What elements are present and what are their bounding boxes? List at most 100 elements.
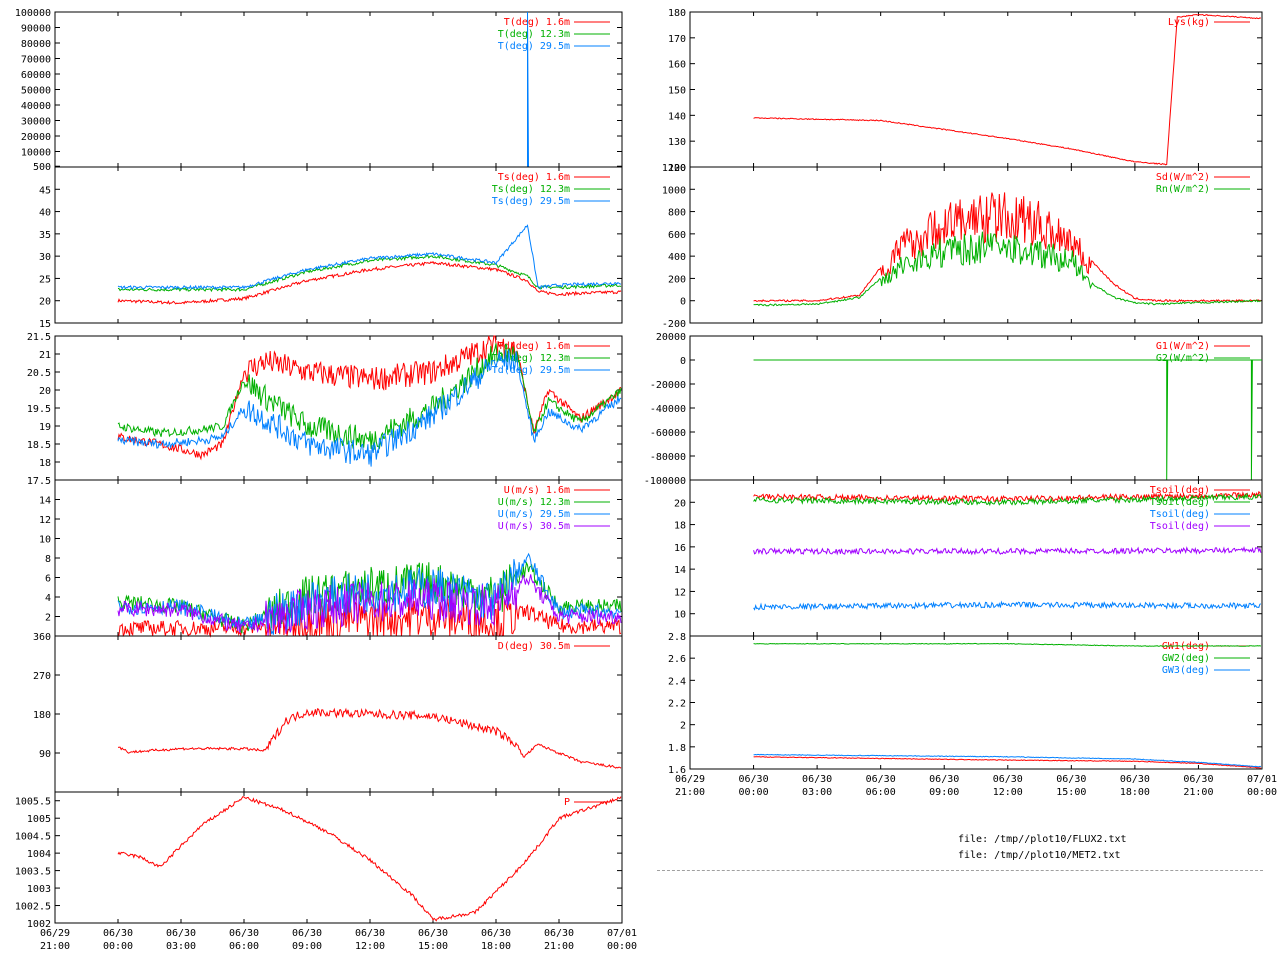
- series-line-gflux: [753, 359, 1262, 481]
- y-tick-label-tsoil: 10: [674, 610, 686, 621]
- y-tick-label-tsonic: 25: [39, 274, 51, 285]
- y-tick-label-tdew: 19.5: [27, 404, 51, 415]
- x-tick-date-left: 06/30: [544, 928, 574, 939]
- series-line-tsoil: [753, 600, 1262, 612]
- x-tick-date-left: 06/30: [418, 928, 448, 939]
- y-tick-label-dir: 180: [33, 710, 51, 721]
- x-tick-date-right: 06/30: [802, 774, 832, 785]
- legend-label-wind: U(m/s) 12.3m: [498, 497, 570, 508]
- y-tick-label-wind: 12: [39, 515, 51, 526]
- file-note-flux: file: /tmp//plot10/FLUX2.txt: [958, 834, 1127, 845]
- y-tick-label-lys: 140: [668, 111, 686, 122]
- legend-label-gw: GW2(deg): [1162, 653, 1210, 664]
- legend-label-tdew: Td(deg) 29.5m: [492, 365, 570, 376]
- legend-label-gw: GW1(deg): [1162, 641, 1210, 652]
- y-tick-label-rad: -200: [662, 319, 686, 330]
- y-tick-label-lys: 180: [668, 8, 686, 19]
- y-tick-label-gflux: -20000: [650, 380, 686, 391]
- series-line-tsonic: [117, 260, 622, 305]
- series-line-tsoil: [753, 492, 1262, 507]
- y-tick-label-gflux: -80000: [650, 452, 686, 463]
- legend-label-wind: U(m/s) 29.5m: [498, 509, 570, 520]
- x-tick-date-right: 06/30: [929, 774, 959, 785]
- x-tick-time-right: 21:00: [675, 787, 705, 798]
- legend-label-tdew: Td(deg) 1.6m: [498, 341, 570, 352]
- y-tick-label-lys: 130: [668, 137, 686, 148]
- x-tick-date-right: 06/30: [1120, 774, 1150, 785]
- y-tick-label-rad: 1000: [662, 185, 686, 196]
- y-tick-label-press: 1002: [27, 919, 51, 930]
- y-tick-label-rad: 0: [680, 297, 686, 308]
- legend-label-tsoil: Tsoil(deg): [1150, 521, 1210, 532]
- x-tick-date-right: 06/30: [739, 774, 769, 785]
- y-tick-label-temp: 90000: [21, 24, 51, 35]
- x-tick-date-right: 06/30: [1183, 774, 1213, 785]
- y-tick-label-press: 1004: [27, 849, 51, 860]
- y-tick-label-gw: 1.6: [668, 765, 686, 776]
- series-line-wind: [117, 597, 622, 638]
- x-tick-time-right: 00:00: [1247, 787, 1277, 798]
- file-note-met: file: /tmp//plot10/MET2.txt: [958, 850, 1121, 861]
- series-line-tdew: [117, 349, 622, 467]
- y-tick-label-tsoil: 14: [674, 565, 686, 576]
- legend-label-press: P: [564, 797, 570, 808]
- y-tick-label-wind: 2: [45, 613, 51, 624]
- y-tick-label-press: 1005: [27, 814, 51, 825]
- y-tick-label-temp: 80000: [21, 39, 51, 50]
- y-tick-label-tdew: 20.5: [27, 368, 51, 379]
- x-tick-time-right: 21:00: [1183, 787, 1213, 798]
- y-tick-label-tsonic: 15: [39, 319, 51, 330]
- y-tick-label-tsoil: 12: [674, 587, 686, 598]
- legend-label-rad: Rn(W/m^2): [1156, 184, 1210, 195]
- legend-label-tdew: Td(deg) 12.3m: [492, 353, 570, 364]
- series-line-rad: [753, 231, 1262, 307]
- divider-line: [657, 870, 1263, 871]
- y-tick-label-gflux: -40000: [650, 404, 686, 415]
- y-tick-label-tdew: 18: [39, 458, 51, 469]
- y-tick-label-tdew: 21: [39, 350, 51, 361]
- x-tick-time-left: 03:00: [166, 941, 196, 952]
- y-tick-label-gflux: 20000: [656, 332, 686, 343]
- y-tick-label-temp: 30000: [21, 117, 51, 128]
- x-tick-date-left: 06/29: [40, 928, 70, 939]
- y-tick-label-temp: 70000: [21, 55, 51, 66]
- y-tick-label-gw: 2.8: [668, 632, 686, 643]
- y-tick-label-lys: 160: [668, 60, 686, 71]
- legend-label-tsonic: Ts(deg) 29.5m: [492, 196, 570, 207]
- series-line-press: [117, 795, 622, 922]
- y-tick-label-wind: 14: [39, 496, 51, 507]
- x-tick-time-right: 09:00: [929, 787, 959, 798]
- x-tick-date-left: 06/30: [355, 928, 385, 939]
- series-line-lys: [753, 13, 1262, 166]
- x-tick-time-right: 03:00: [802, 787, 832, 798]
- legend-label-wind: U(m/s) 1.6m: [504, 485, 570, 496]
- x-tick-date-right: 06/29: [675, 774, 705, 785]
- legend-label-tsonic: Ts(deg) 1.6m: [498, 172, 570, 183]
- series-line-tsonic: [117, 224, 622, 291]
- y-tick-label-temp: 60000: [21, 70, 51, 81]
- legend-label-tsoil: Tsoil(deg): [1150, 485, 1210, 496]
- series-line-tsonic: [117, 254, 622, 293]
- series-line-tdew: [117, 343, 622, 450]
- x-tick-time-left: 21:00: [40, 941, 70, 952]
- y-tick-label-dir: 270: [33, 671, 51, 682]
- y-tick-label-temp: 40000: [21, 101, 51, 112]
- y-tick-label-gflux: -100000: [644, 476, 686, 487]
- y-tick-label-tsonic: 20: [39, 297, 51, 308]
- legend-label-gw: GW3(deg): [1162, 665, 1210, 676]
- x-tick-time-right: 12:00: [993, 787, 1023, 798]
- y-tick-label-wind: 4: [45, 593, 51, 604]
- legend-label-wind: U(m/s) 30.5m: [498, 521, 570, 532]
- series-line-dir: [117, 707, 622, 769]
- y-tick-label-tsonic: 40: [39, 208, 51, 219]
- y-tick-label-gw: 2.6: [668, 654, 686, 665]
- x-tick-date-left: 06/30: [481, 928, 511, 939]
- legend-label-gflux: G2(W/m^2): [1156, 353, 1210, 364]
- x-tick-time-right: 00:00: [739, 787, 769, 798]
- y-tick-label-tsoil: 20: [674, 498, 686, 509]
- legend-label-dir: D(deg) 30.5m: [498, 641, 570, 652]
- y-tick-label-tdew: 20: [39, 386, 51, 397]
- x-tick-date-left: 06/30: [292, 928, 322, 939]
- x-tick-time-left: 15:00: [418, 941, 448, 952]
- y-tick-label-wind: 6: [45, 574, 51, 585]
